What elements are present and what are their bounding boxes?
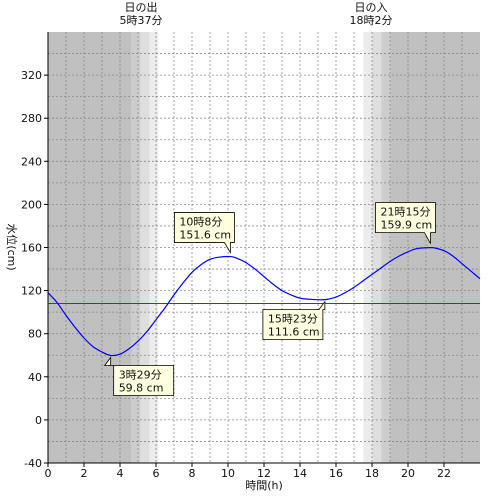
y-tick-label-0: 0 bbox=[35, 414, 42, 427]
annotation-time-2: 15時23分 bbox=[268, 313, 318, 326]
annotation-value-3: 159.9 cm bbox=[381, 219, 433, 232]
y-axis-title: 水位(cm) bbox=[5, 223, 19, 270]
x-tick-label-4: 4 bbox=[117, 467, 124, 480]
sunrise-time: 5時37分 bbox=[120, 14, 163, 27]
twilight-band-0 bbox=[131, 32, 141, 463]
annotation-value-2: 111.6 cm bbox=[268, 326, 320, 339]
annotation-box-3 bbox=[375, 202, 436, 244]
sunrise-label: 日の出 bbox=[125, 0, 158, 14]
y-tick-label-280: 280 bbox=[21, 112, 42, 125]
y-tick-label-80: 80 bbox=[28, 328, 42, 341]
annotation-time-0: 3時29分 bbox=[119, 368, 162, 381]
sunset-time: 18時2分 bbox=[350, 14, 393, 27]
sunset-label: 日の入 bbox=[355, 1, 388, 14]
y-tick-label-40: 40 bbox=[28, 371, 42, 384]
x-tick-label-8: 8 bbox=[189, 467, 196, 480]
x-tick-label-12: 12 bbox=[257, 467, 271, 480]
x-tick-label-6: 6 bbox=[153, 467, 160, 480]
x-tick-labels: 0 2 4 6 8 10 12 14 16 18 20 22 bbox=[45, 463, 451, 480]
x-tick-label-2: 2 bbox=[81, 467, 88, 480]
y-tick-label-320: 320 bbox=[21, 69, 42, 82]
y-tick-label-200: 200 bbox=[21, 198, 42, 211]
annotation-value-0: 59.8 cm bbox=[119, 381, 164, 394]
tide-series-line-0 bbox=[47, 246, 481, 357]
annotation-time-1: 10時8分 bbox=[179, 216, 222, 229]
x-tick-label-0: 0 bbox=[45, 467, 52, 480]
y-tick-label--40: -40 bbox=[24, 457, 42, 470]
x-axis-title: 時間(h) bbox=[245, 479, 283, 492]
series-layer bbox=[47, 246, 481, 357]
annotation-value-1: 151.6 cm bbox=[179, 229, 231, 242]
annotation-box-0 bbox=[103, 356, 175, 396]
annotation-box-1 bbox=[173, 212, 235, 254]
x-tick-label-14: 14 bbox=[293, 467, 307, 480]
annotation-box-2 bbox=[262, 300, 326, 341]
x-tick-label-10: 10 bbox=[221, 467, 235, 480]
y-tick-label-120: 120 bbox=[21, 285, 42, 298]
y-tick-label-160: 160 bbox=[21, 242, 42, 255]
x-tick-label-22: 22 bbox=[437, 467, 451, 480]
x-tick-label-20: 20 bbox=[401, 467, 415, 480]
twilight-band-6 bbox=[381, 32, 391, 463]
x-tick-label-16: 16 bbox=[329, 467, 343, 480]
x-tick-label-18: 18 bbox=[365, 467, 379, 480]
annotation-time-3: 21時15分 bbox=[381, 206, 431, 219]
y-tick-label-240: 240 bbox=[21, 155, 42, 168]
y-tick-labels: -40 0 40 80 120 160 200 240 280 320 bbox=[21, 69, 48, 470]
